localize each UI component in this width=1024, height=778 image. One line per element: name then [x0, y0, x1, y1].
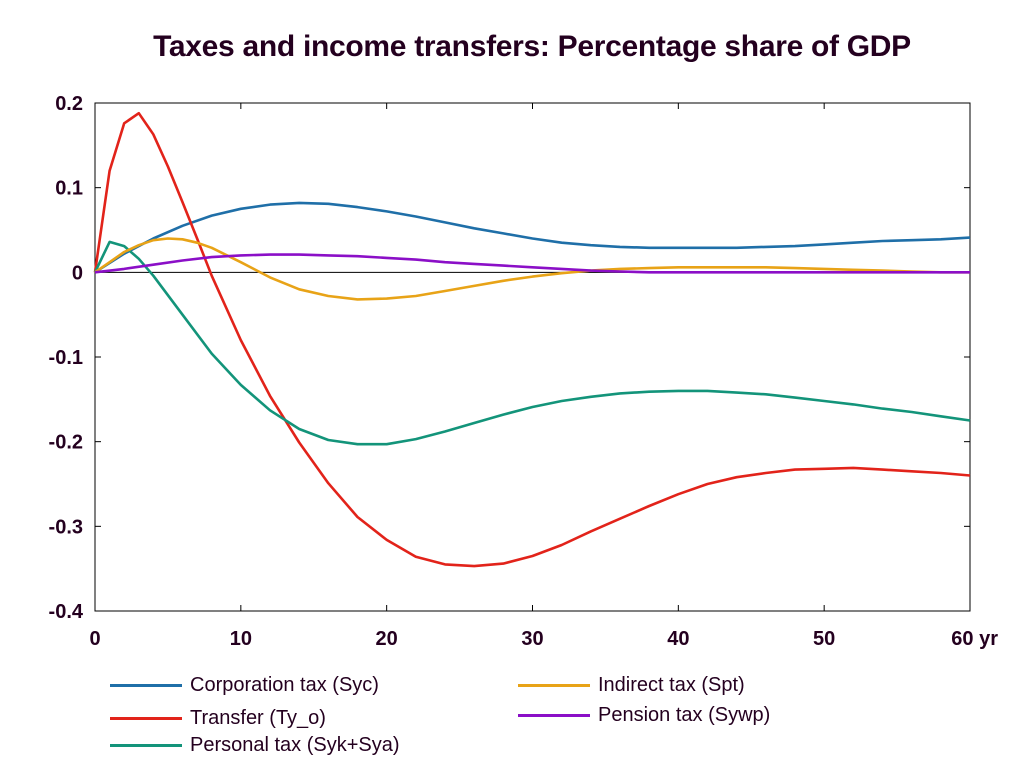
x-tick-label: 50	[813, 628, 835, 650]
x-tick-label: 20	[376, 628, 398, 650]
y-tick-label: -0.1	[49, 347, 83, 369]
legend-swatch	[110, 744, 182, 747]
series-line-1	[93, 111, 971, 568]
legend-label: Indirect tax (Spt)	[598, 674, 745, 696]
chart-title: Taxes and income transfers: Percentage s…	[153, 30, 911, 63]
legend-label: Personal tax (Syk+Sya)	[190, 734, 400, 756]
x-tick-label: 60 yr	[951, 628, 998, 650]
x-tick-label: 10	[230, 628, 252, 650]
x-tick-label: 40	[667, 628, 689, 650]
legend-item-corporation-tax: Corporation tax (Syc)	[110, 674, 379, 697]
y-tick-label: 0	[72, 262, 83, 284]
legend-item-transfer: Transfer (Ty_o)	[110, 707, 326, 730]
series-line-4	[94, 253, 970, 274]
legend-swatch	[518, 684, 590, 687]
series-line-0	[94, 201, 971, 274]
plot-frame	[94, 102, 971, 612]
y-tick-label: -0.2	[49, 432, 83, 454]
series-line-3	[94, 237, 970, 301]
legend-item-indirect-tax: Indirect tax (Spt)	[518, 674, 745, 697]
y-tick-label: 0.1	[55, 178, 83, 200]
y-tick-label: -0.4	[49, 601, 84, 623]
y-tick-label: -0.3	[49, 516, 83, 538]
legend-swatch	[518, 714, 590, 717]
legend-label: Pension tax (Sywp)	[598, 704, 771, 726]
legend-swatch	[110, 717, 182, 720]
legend-item-pension-tax: Pension tax (Sywp)	[518, 704, 770, 727]
legend-item-personal-tax: Personal tax (Syk+Sya)	[110, 734, 400, 757]
series-line-2	[93, 240, 971, 446]
y-tick-label: 0.2	[55, 93, 83, 115]
legend-label: Transfer (Ty_o)	[190, 707, 326, 729]
legend-swatch	[110, 684, 182, 687]
legend-label: Corporation tax (Syc)	[190, 674, 379, 696]
x-tick-label: 0	[89, 628, 100, 650]
x-tick-label: 30	[521, 628, 543, 650]
